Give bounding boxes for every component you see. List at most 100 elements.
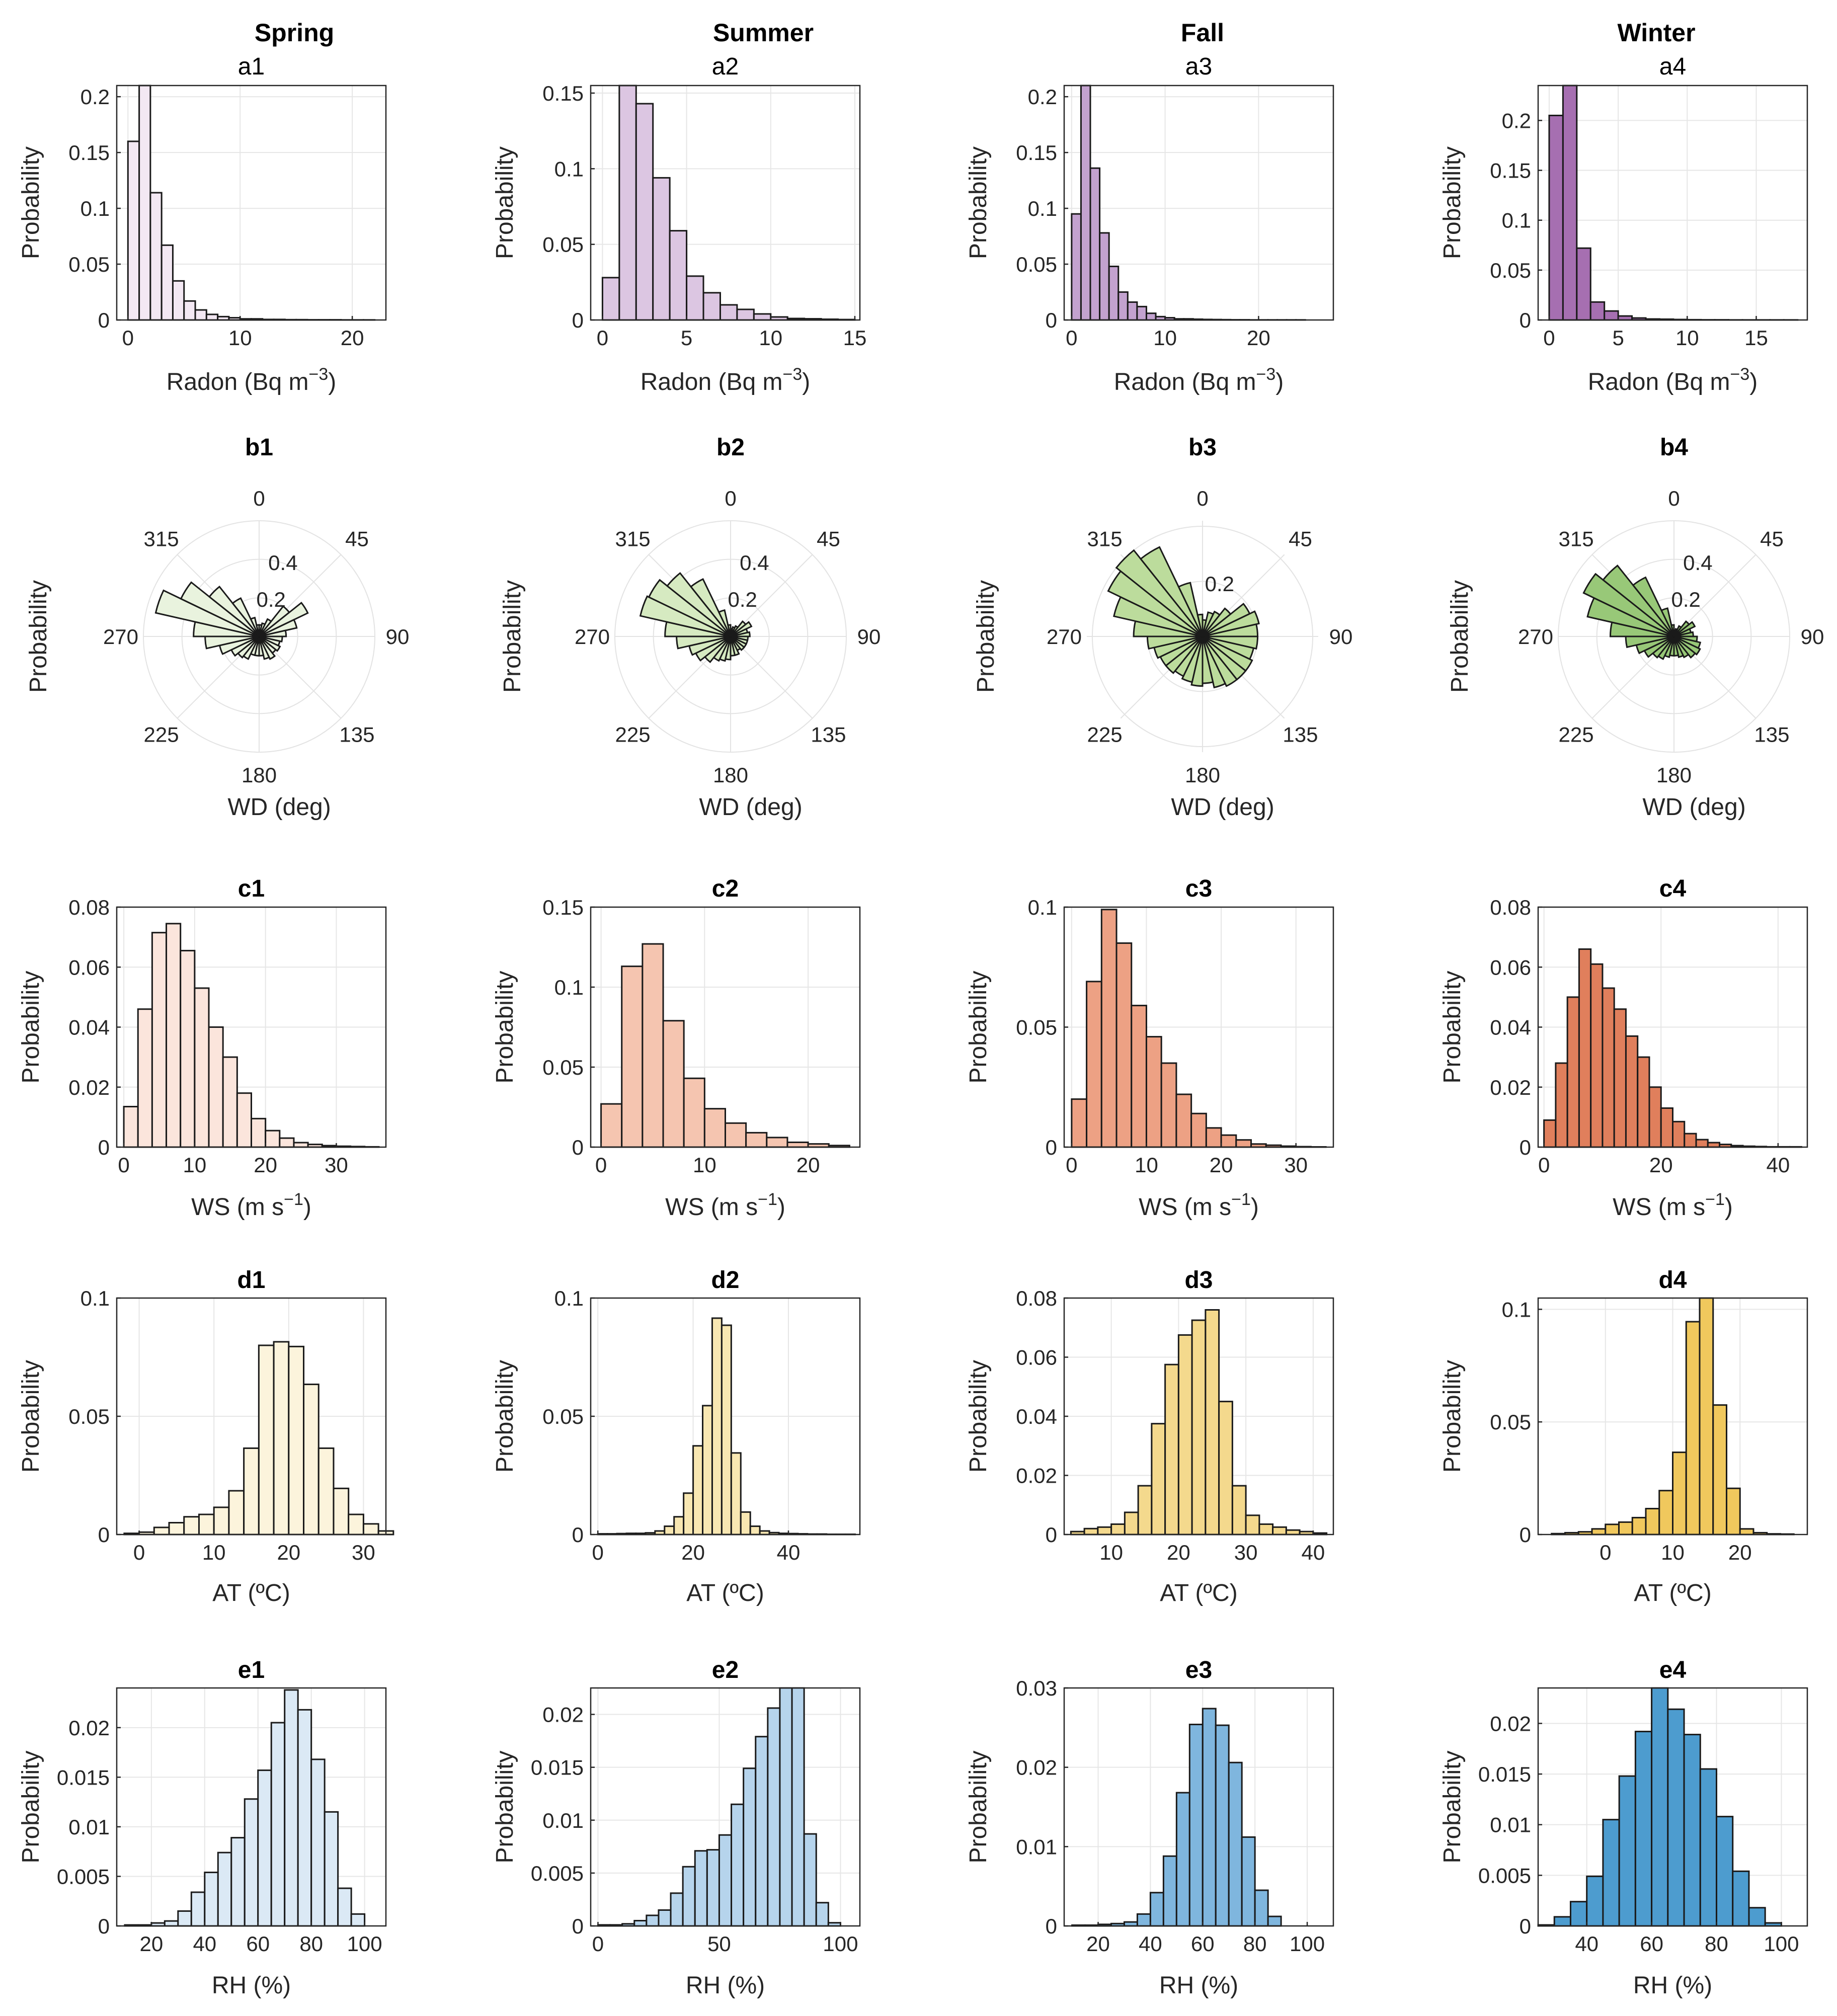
bar-c3-4 — [1131, 1005, 1147, 1148]
ytick-label-c4-1: 0.02 — [1490, 1076, 1531, 1099]
bar-d3-4 — [1124, 1511, 1139, 1536]
bar-e1-6 — [204, 1872, 219, 1927]
ytick-label-a2-1: 0.05 — [542, 233, 584, 257]
bar-c4-13 — [1695, 1139, 1709, 1148]
bar-c3-6 — [1160, 1062, 1177, 1148]
bar-a3-5 — [1117, 291, 1129, 321]
ytick-label-e3-1: 0.01 — [1016, 1835, 1057, 1859]
bar-d2-11 — [702, 1405, 713, 1536]
wedge-b2-4 — [730, 621, 753, 637]
ytick-label-c2-2: 0.1 — [554, 976, 584, 999]
angle-label-b2-7: 315 — [615, 527, 651, 551]
xtick-label-e1-3: 80 — [299, 1932, 323, 1956]
angle-label-b1-2: 90 — [386, 625, 410, 649]
xtick-label-e3-2: 60 — [1191, 1932, 1215, 1956]
bar-c4-2 — [1566, 996, 1580, 1148]
xtick-label-c4-0: 0 — [1538, 1153, 1550, 1177]
xtick-label-a1-1: 10 — [228, 326, 252, 350]
panel-title-a4: a4 — [1659, 53, 1686, 80]
bar-c4-14 — [1707, 1142, 1721, 1148]
bar-c3-0 — [1071, 1098, 1088, 1148]
bar-d2-8 — [673, 1516, 685, 1536]
ytick-label-d3-3: 0.06 — [1016, 1346, 1057, 1369]
bar-d3-7 — [1164, 1363, 1179, 1536]
bar-d4-4 — [1605, 1523, 1620, 1536]
xtick-label-a4-1: 5 — [1612, 326, 1624, 350]
wedge-b1-26 — [250, 616, 260, 637]
ytick-label-c2-3: 0.15 — [542, 896, 584, 919]
wedge-b4-26 — [1660, 607, 1675, 637]
bar-d4-8 — [1658, 1490, 1673, 1536]
angle-label-b2-6: 270 — [575, 625, 610, 649]
bar-e3-7 — [1162, 1855, 1177, 1927]
xlabel-e3: RH (%) — [1159, 1972, 1238, 1999]
bar-c2-4 — [683, 1077, 705, 1148]
bar-d1-9 — [258, 1344, 275, 1536]
bar-c4-8 — [1637, 1056, 1650, 1148]
bar-d4-9 — [1672, 1451, 1687, 1536]
bar-a3-3 — [1099, 232, 1110, 321]
bar-e1-13 — [297, 1709, 312, 1927]
bar-a2-8 — [736, 308, 755, 321]
xlabel-c3: WS (m s−1) — [1139, 1190, 1259, 1221]
bar-d1-10 — [273, 1341, 290, 1536]
bar-d4-13 — [1726, 1487, 1741, 1536]
bar-e4-4 — [1602, 1819, 1620, 1927]
bar-a4-3 — [1589, 301, 1606, 321]
ytick-label-a4-0: 0 — [1520, 308, 1531, 332]
panel-title-c3: c3 — [1185, 875, 1212, 902]
bar-a1-7 — [205, 313, 219, 321]
ytick-label-c4-4: 0.08 — [1490, 896, 1531, 919]
bar-a3-1 — [1080, 85, 1091, 321]
ytick-label-e1-0: 0 — [98, 1914, 110, 1938]
panel-e4: 40 60 80 100 0 0.005 0.01 0.015 0.02 e4 RH (%) Prob… — [1439, 1657, 1808, 1999]
bar-e4-3 — [1586, 1875, 1604, 1927]
wedge-b3-27 — [1196, 613, 1204, 637]
bar-d1-16 — [362, 1523, 379, 1536]
xtick-label-e1-0: 20 — [140, 1932, 164, 1956]
xtick-label-d3-3: 40 — [1302, 1541, 1325, 1564]
bar-d4-10 — [1685, 1321, 1701, 1536]
wedge-b1-4 — [259, 601, 309, 637]
wedge-b4-25 — [1632, 576, 1675, 637]
angle-label-b3-6: 270 — [1047, 625, 1082, 649]
xtick-label-d4-1: 10 — [1661, 1541, 1685, 1564]
bar-d2-15 — [740, 1511, 751, 1536]
radial-label-b4-0: 0.2 — [1671, 588, 1700, 611]
ytick-label-d3-0: 0 — [1046, 1523, 1057, 1547]
bar-d1-14 — [333, 1487, 350, 1536]
bar-c4-9 — [1648, 1086, 1662, 1148]
bar-a1-3 — [161, 244, 174, 321]
panel-d1: 0 10 20 30 0 0.05 0.1 d1 AT (ºC) Probability — [18, 1267, 394, 1606]
bar-d3-1 — [1083, 1527, 1099, 1536]
ytick-label-d3-1: 0.02 — [1016, 1464, 1057, 1488]
bar-c2-6 — [725, 1122, 747, 1148]
angle-label-b2-1: 45 — [817, 527, 840, 551]
bar-d1-13 — [317, 1447, 335, 1536]
panel-a3: 0 10 20 0 0.05 0.1 0.15 0.2 a3 Radon (Bq m−3) Prob… — [965, 53, 1334, 395]
radial-label-b3-0: 0.2 — [1205, 572, 1234, 596]
bar-c4-4 — [1590, 963, 1604, 1148]
bar-d4-7 — [1645, 1508, 1660, 1536]
bar-e3-9 — [1188, 1724, 1204, 1927]
bar-a3-0 — [1071, 213, 1082, 321]
bar-c4-10 — [1660, 1107, 1673, 1148]
bar-e1-9 — [244, 1798, 259, 1927]
panel-a2: 0 5 10 15 0 0.05 0.1 0.15 a2 Radon (Bq m−3) Probab… — [492, 53, 866, 395]
ytick-label-a1-2: 0.1 — [81, 197, 110, 220]
bar-c3-1 — [1086, 981, 1102, 1148]
xtick-label-e1-2: 60 — [246, 1932, 270, 1956]
wedge-b3-12 — [1202, 636, 1227, 689]
bar-e4-13 — [1748, 1907, 1766, 1927]
bar-e3-5 — [1136, 1913, 1151, 1927]
angle-label-b1-1: 45 — [345, 527, 369, 551]
xtick-label-c4-2: 40 — [1766, 1153, 1790, 1177]
panel-title-b3: b3 — [1188, 434, 1217, 461]
ylabel-d4: Probability — [1439, 1360, 1466, 1473]
ytick-label-a2-3: 0.15 — [542, 82, 584, 105]
bar-e1-8 — [230, 1837, 246, 1927]
ytick-label-a1-3: 0.15 — [68, 141, 110, 165]
bar-c1-7 — [222, 1056, 238, 1148]
bar-c4-0 — [1543, 1119, 1557, 1148]
